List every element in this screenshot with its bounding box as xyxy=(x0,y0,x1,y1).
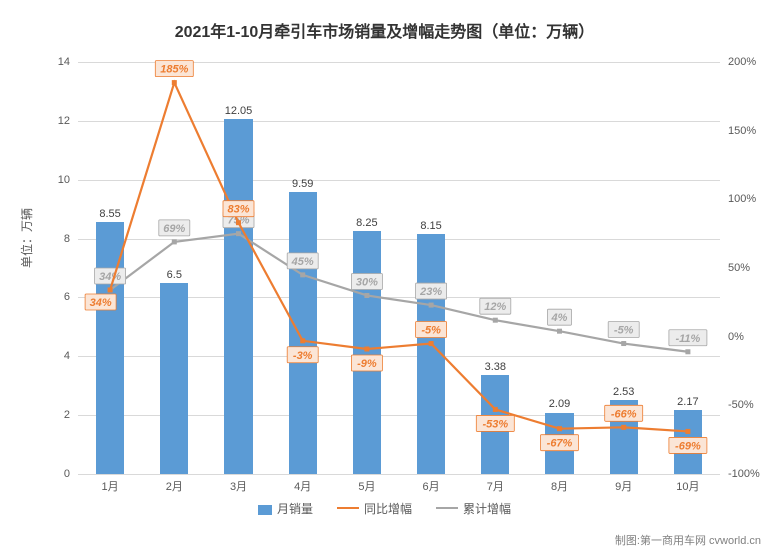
xtick: 6月 xyxy=(423,478,440,494)
legend: 月销量 同比增幅 累计增幅 xyxy=(0,500,769,517)
legend-item: 月销量 xyxy=(258,500,313,517)
legend-item: 累计增幅 xyxy=(436,500,511,517)
x-axis: 1月 2月 3月 4月 5月 6月 7月 8月 9月 10月 xyxy=(78,478,720,496)
xtick: 7月 xyxy=(487,478,504,494)
legend-swatch xyxy=(436,507,458,509)
plot-area: 34%69%75%45%30%23%12%4%-5%-11%34%185%83%… xyxy=(78,62,720,474)
chart-title: 2021年1-10月牵引车市场销量及增幅走势图（单位：万辆） xyxy=(0,0,769,50)
bar-value-label: 3.38 xyxy=(485,361,506,373)
bar-value-label: 8.25 xyxy=(356,217,377,229)
xtick: 5月 xyxy=(358,478,375,494)
xtick: 9月 xyxy=(615,478,632,494)
ytick-left: 2 xyxy=(40,409,70,421)
y-axis-left-label: 单位：万辆 xyxy=(18,208,35,268)
bar-value-label: 8.15 xyxy=(420,220,441,232)
bar-value-label: 8.55 xyxy=(99,208,120,220)
bar-value-label: 2.09 xyxy=(549,398,570,410)
ytick-left: 6 xyxy=(40,291,70,303)
legend-label: 累计增幅 xyxy=(463,502,511,516)
xtick: 10月 xyxy=(676,478,699,494)
ytick-left: 10 xyxy=(40,174,70,186)
ytick-right: 150% xyxy=(728,125,768,137)
bar-value-label: 6.5 xyxy=(167,269,182,281)
legend-label: 月销量 xyxy=(277,502,313,516)
footer-credit: 制图:第一商用车网 cvworld.cn xyxy=(615,532,761,548)
xtick: 4月 xyxy=(294,478,311,494)
legend-swatch xyxy=(337,507,359,509)
bar-value-label: 2.53 xyxy=(613,386,634,398)
ytick-left: 0 xyxy=(40,468,70,480)
legend-swatch xyxy=(258,505,272,515)
xtick: 2月 xyxy=(166,478,183,494)
bar-value-label: 12.05 xyxy=(225,105,253,117)
ytick-left: 4 xyxy=(40,350,70,362)
y-axis-right: -100%-50%0%50%100%150%200% xyxy=(724,62,768,474)
ytick-right: 0% xyxy=(728,331,768,343)
ytick-right: 50% xyxy=(728,262,768,274)
xtick: 1月 xyxy=(102,478,119,494)
ytick-left: 12 xyxy=(40,115,70,127)
y-axis-left: 02468101214 xyxy=(40,62,74,474)
ytick-right: 200% xyxy=(728,56,768,68)
bar-value-label: 2.17 xyxy=(677,396,698,408)
bar-labels: 8.55 6.5 12.05 9.59 8.25 8.15 3.38 2.09 2.53 2.17 xyxy=(78,62,720,474)
xtick: 3月 xyxy=(230,478,247,494)
bar-value-label: 9.59 xyxy=(292,178,313,190)
legend-item: 同比增幅 xyxy=(337,500,412,517)
chart-container: 2021年1-10月牵引车市场销量及增幅走势图（单位：万辆） 单位：万辆 0 2 4… xyxy=(0,0,769,552)
ytick-right: -100% xyxy=(728,468,768,480)
ytick-left: 8 xyxy=(40,233,70,245)
ytick-right: -50% xyxy=(728,399,768,411)
ytick-right: 100% xyxy=(728,193,768,205)
legend-label: 同比增幅 xyxy=(364,502,412,516)
xtick: 8月 xyxy=(551,478,568,494)
ytick-left: 14 xyxy=(40,56,70,68)
